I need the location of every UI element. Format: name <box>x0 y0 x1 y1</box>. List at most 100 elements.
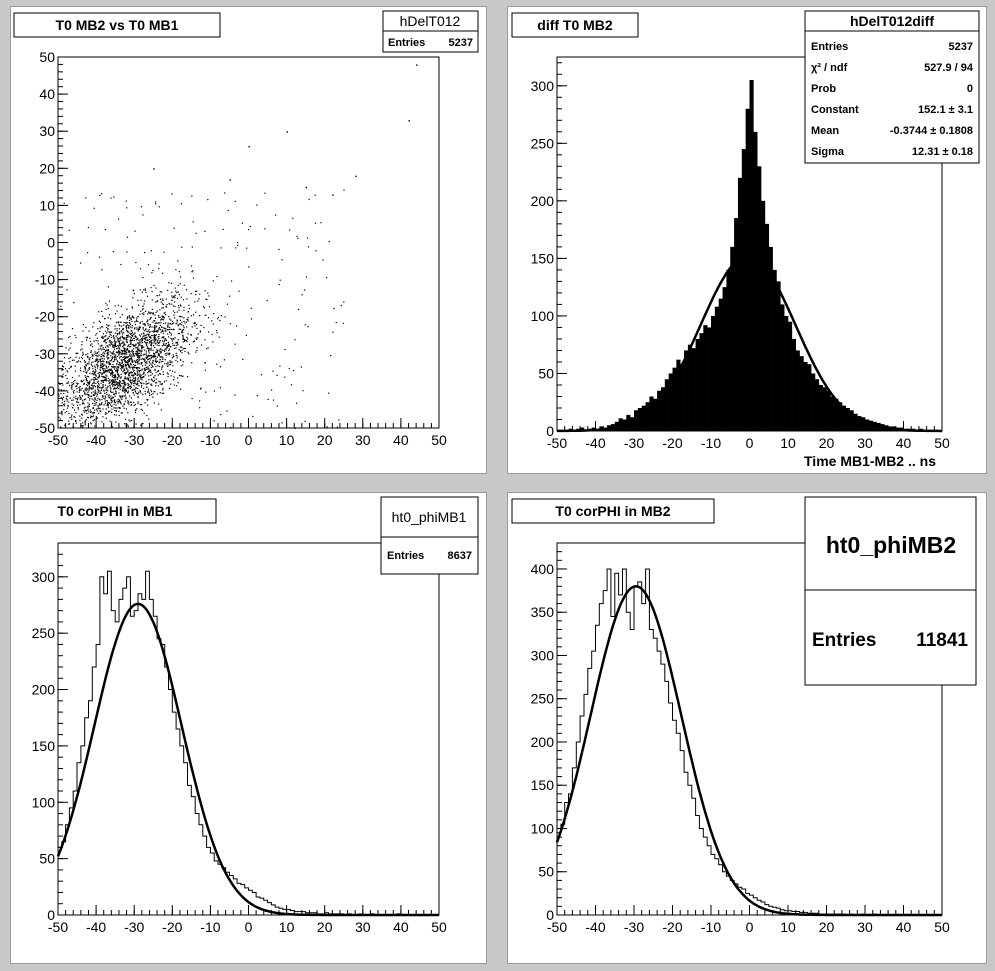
scatter-point <box>133 360 135 362</box>
scatter-point <box>118 342 121 344</box>
scatter-point <box>186 326 188 328</box>
scatter-point <box>224 316 226 318</box>
scatter-point <box>106 349 108 351</box>
scatter-point <box>141 339 144 342</box>
pad-mb1: -50 -40 -30 -20 -10 0 10 20 30 40 50 0 50 100 150 200 25… <box>10 492 487 964</box>
scatter-point <box>106 400 108 402</box>
scatter-point <box>97 381 99 383</box>
scatter-point <box>121 389 123 391</box>
scatter-point <box>174 312 176 314</box>
scatter-point <box>160 351 162 353</box>
scatter-point <box>103 370 105 372</box>
scatter-point <box>87 409 89 411</box>
scatter-point <box>179 350 182 352</box>
scatter-point <box>290 384 293 386</box>
scatter-point <box>68 349 70 351</box>
scatter-point <box>95 402 98 404</box>
scatter-point <box>111 408 113 410</box>
scatter-point <box>122 364 124 366</box>
scatter-point <box>97 407 99 410</box>
stats-value: -0.3744 ± 0.1808 <box>890 125 973 137</box>
y-tick-label: 30 <box>39 123 55 139</box>
scatter-point <box>73 301 75 304</box>
y-tick-label: 150 <box>531 250 555 266</box>
scatter-point <box>71 328 74 330</box>
x-tick-label: 40 <box>896 919 912 935</box>
scatter-point <box>137 348 139 350</box>
scatter-point <box>124 353 126 355</box>
scatter-point <box>79 419 81 421</box>
scatter-point <box>95 334 97 336</box>
stats-label: Constant <box>811 104 859 116</box>
scatter-point <box>140 310 142 312</box>
scatter-point <box>135 320 137 322</box>
scatter-point <box>145 310 147 312</box>
scatter-point <box>153 284 155 286</box>
scatter-point <box>123 370 125 372</box>
scatter-point <box>94 366 96 368</box>
scatter-point <box>101 193 103 195</box>
histogram-bar <box>834 398 839 431</box>
scatter-point <box>113 393 115 396</box>
scatter-point <box>88 361 90 363</box>
scatter-point <box>220 414 222 416</box>
scatter-point <box>124 348 126 350</box>
scatter-point <box>195 351 197 353</box>
scatter-point <box>124 372 126 374</box>
scatter-point <box>112 379 114 381</box>
scatter-point <box>125 337 127 339</box>
scatter-point <box>99 358 101 360</box>
scatter-point <box>137 373 139 375</box>
scatter-point <box>245 334 247 336</box>
scatter-point <box>294 339 296 341</box>
scatter-point <box>89 387 91 389</box>
scatter-point <box>168 282 170 284</box>
scatter-point <box>159 373 162 375</box>
scatter-point <box>106 362 108 364</box>
scatter-point <box>126 341 128 344</box>
scatter-point <box>132 353 135 355</box>
x-tick-label: -10 <box>200 919 220 935</box>
scatter-point <box>145 350 147 352</box>
scatter-point <box>203 306 205 308</box>
scatter-point <box>126 351 128 353</box>
scatter-point <box>88 368 90 370</box>
scatter-point <box>107 352 109 354</box>
scatter-point <box>114 325 116 327</box>
scatter-point <box>131 361 133 364</box>
scatter-point <box>167 373 169 375</box>
scatter-point <box>82 324 84 326</box>
scatter-point <box>279 279 281 281</box>
scatter-point <box>69 384 71 387</box>
scatter-point <box>111 421 113 423</box>
scatter-point <box>164 348 166 350</box>
scatter-point <box>132 352 134 354</box>
scatter-point <box>167 361 169 363</box>
scatter-point <box>110 372 112 374</box>
scatter-point <box>304 324 306 326</box>
scatter-point <box>120 403 122 405</box>
scatter-point <box>123 347 125 349</box>
scatter-point <box>117 402 119 404</box>
scatter-point <box>136 319 138 321</box>
scatter-point <box>61 414 63 416</box>
scatter-point <box>64 412 66 414</box>
scatter-point <box>59 418 61 420</box>
scatter-point <box>130 340 132 342</box>
scatter-point <box>157 300 159 302</box>
scatter-point <box>95 404 97 406</box>
scatter-point <box>104 330 107 332</box>
scatter-point <box>83 403 85 405</box>
scatter-point <box>85 336 87 338</box>
scatter-point <box>101 402 103 404</box>
scatter-point <box>155 366 157 368</box>
scatter-point <box>87 391 89 393</box>
scatter-point <box>150 371 152 373</box>
scatter-point <box>173 338 175 340</box>
scatter-point <box>116 360 119 362</box>
scatter-point <box>80 349 82 351</box>
y-tick-label: 0 <box>546 907 554 923</box>
scatter-point <box>133 383 135 385</box>
scatter-point <box>102 358 104 360</box>
scatter-point <box>75 412 77 414</box>
